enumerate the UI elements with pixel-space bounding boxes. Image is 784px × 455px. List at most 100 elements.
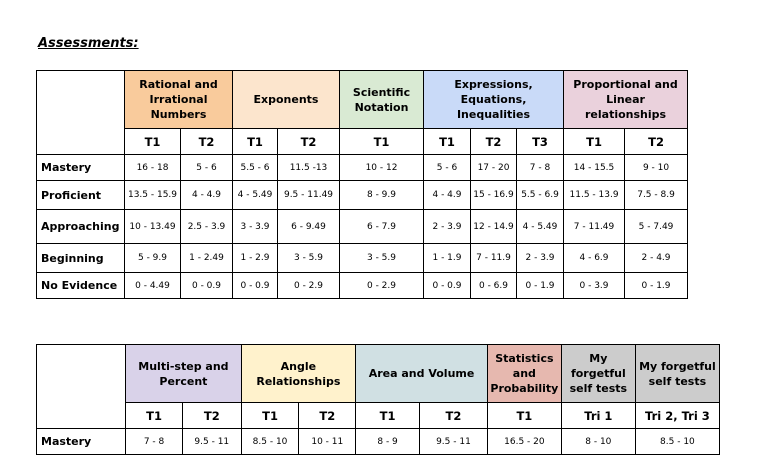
test-label: T1 <box>125 402 183 429</box>
score-range: 5 - 9.9 <box>124 243 181 273</box>
score-range: 2 - 3.9 <box>423 209 471 244</box>
score-range: 0 - 4.49 <box>124 272 181 299</box>
table-row: No Evidence 0 - 4.49 0 - 0.9 0 - 0.9 0 - 2.9… <box>36 272 689 299</box>
score-range: 3 - 3.9 <box>232 209 278 244</box>
score-range: 2 - 4.9 <box>624 243 689 273</box>
test-label: T3 <box>515 128 565 155</box>
score-range: 5 - 7.49 <box>624 209 689 244</box>
test-label: T1 <box>232 128 278 155</box>
assessments-table-1: Rational and Irrational Numbers Exponents… <box>36 70 689 299</box>
column-group-header: Multi-step and Percent <box>125 344 242 403</box>
score-range: 2.5 - 3.9 <box>180 209 233 244</box>
score-range: 9.5 - 11 <box>181 428 242 455</box>
test-label: T2 <box>180 128 233 155</box>
test-label: T2 <box>298 402 357 429</box>
score-range: 1 - 1.9 <box>423 243 471 273</box>
table-row: Approaching 10 - 13.49 2.5 - 3.9 3 - 3.9 6 -… <box>36 209 689 244</box>
table-row: Mastery 16 - 18 5 - 6 5.5 - 6 11.5 -13 10 - 1… <box>36 154 689 181</box>
score-range: 9.5 - 11.49 <box>277 180 340 210</box>
score-range: 11.5 -13 <box>277 154 340 181</box>
score-range: 4 - 5.49 <box>232 180 278 210</box>
test-label: T2 <box>470 128 517 155</box>
level-label: Beginning <box>36 243 125 273</box>
subheader-row: T1 T2 T1 T2 T1 T2 T1 Tri 1 Tri 2, Tri 3 <box>37 402 721 429</box>
column-group-header: My forgetful self tests <box>634 344 721 403</box>
score-range: 4 - 4.9 <box>180 180 233 210</box>
score-range: 7 - 8 <box>515 154 565 181</box>
score-range: 10 - 13.49 <box>124 209 181 244</box>
column-group-header: Proportional and Linear relationships <box>563 70 689 129</box>
corner-cell <box>36 70 125 155</box>
table-row: Mastery 7 - 8 9.5 - 11 8.5 - 10 10 - 11 8 - 9… <box>35 428 721 455</box>
test-label: T2 <box>277 128 340 155</box>
test-label: T2 <box>418 402 488 429</box>
column-group-header: Expressions, Equations, Inequalities <box>422 70 565 129</box>
subheader-row: T1 T2 T1 T2 T1 T1 T2 T3 T1 T2 <box>37 128 689 155</box>
level-label: No Evidence <box>36 272 125 299</box>
test-label: Tri 2, Tri 3 <box>634 402 721 429</box>
column-group-header: My forgetful self tests <box>560 344 636 403</box>
score-range: 5 - 6 <box>180 154 233 181</box>
score-range: 10 - 11 <box>298 428 357 455</box>
level-label: Mastery <box>35 428 127 455</box>
table-row: Proficient 13.5 - 15.9 4 - 4.9 4 - 5.49 9.5 … <box>36 180 689 210</box>
page-heading: Assessments: <box>38 36 139 51</box>
test-label: T1 <box>563 128 626 155</box>
test-label: T1 <box>240 402 300 429</box>
score-range: 12 - 14.9 <box>470 209 517 244</box>
test-label: T1 <box>124 128 181 155</box>
score-range: 0 - 3.9 <box>563 272 626 299</box>
score-range: 8 - 9.9 <box>339 180 424 210</box>
score-range: 9 - 10 <box>624 154 689 181</box>
score-range: 0 - 2.9 <box>277 272 340 299</box>
score-range: 0 - 2.9 <box>339 272 424 299</box>
score-range: 4 - 6.9 <box>563 243 626 273</box>
score-range: 10 - 12 <box>339 154 424 181</box>
score-range: 0 - 1.9 <box>515 272 565 299</box>
assessments-table-2: Multi-step and Percent Angle Relationship… <box>35 344 721 455</box>
score-range: 16 - 18 <box>124 154 181 181</box>
test-label: T1 <box>423 128 471 155</box>
column-group-header: Angle Relationships <box>240 344 357 403</box>
score-range: 8.5 - 10 <box>240 428 300 455</box>
score-range: 0 - 0.9 <box>232 272 278 299</box>
column-group-header: Exponents <box>232 70 340 129</box>
score-range: 16.5 - 20 <box>486 428 562 455</box>
column-group-header: Statistics and Probability <box>486 344 562 403</box>
column-group-header: Area and Volume <box>355 344 488 403</box>
score-range: 2 - 3.9 <box>515 243 565 273</box>
score-range: 13.5 - 15.9 <box>124 180 181 210</box>
score-range: 5.5 - 6 <box>232 154 278 181</box>
header-row: Multi-step and Percent Angle Relationship… <box>35 344 721 429</box>
level-label: Approaching <box>36 209 125 244</box>
score-range: 8 - 9 <box>355 428 420 455</box>
score-range: 1 - 2.9 <box>232 243 278 273</box>
score-range: 0 - 6.9 <box>470 272 517 299</box>
score-range: 14 - 15.5 <box>563 154 626 181</box>
test-label: Tri 1 <box>560 402 636 429</box>
score-range: 17 - 20 <box>470 154 517 181</box>
score-range: 8 - 10 <box>560 428 636 455</box>
score-range: 6 - 7.9 <box>339 209 424 244</box>
score-range: 7 - 11.9 <box>470 243 517 273</box>
test-label: T2 <box>624 128 689 155</box>
score-range: 3 - 5.9 <box>339 243 424 273</box>
score-range: 5 - 6 <box>423 154 471 181</box>
score-range: 4 - 5.49 <box>515 209 565 244</box>
score-range: 0 - 1.9 <box>624 272 689 299</box>
score-range: 3 - 5.9 <box>277 243 340 273</box>
column-group-header: Rational and Irrational Numbers <box>124 70 233 129</box>
score-range: 1 - 2.49 <box>180 243 233 273</box>
score-range: 11.5 - 13.9 <box>563 180 626 210</box>
test-label: T1 <box>486 402 562 429</box>
score-range: 4 - 4.9 <box>423 180 471 210</box>
score-range: 6 - 9.49 <box>277 209 340 244</box>
score-range: 15 - 16.9 <box>470 180 517 210</box>
score-range: 5.5 - 6.9 <box>515 180 565 210</box>
header-row: Rational and Irrational Numbers Exponents… <box>36 70 689 155</box>
test-label: T1 <box>355 402 420 429</box>
score-range: 9.5 - 11 <box>418 428 488 455</box>
corner-cell <box>35 344 127 429</box>
table-row: Beginning 5 - 9.9 1 - 2.49 1 - 2.9 3 - 5.9 3 … <box>36 243 689 273</box>
score-range: 7.5 - 8.9 <box>624 180 689 210</box>
